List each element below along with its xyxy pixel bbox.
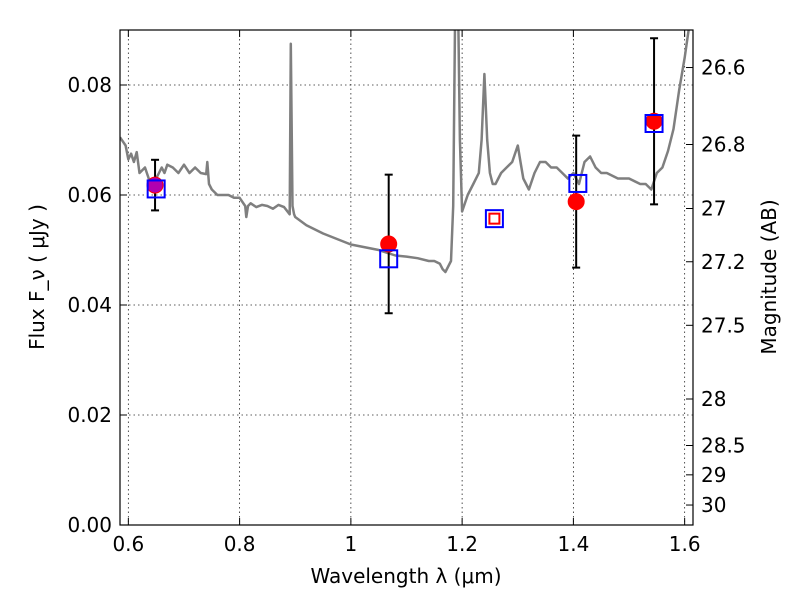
data-point-square (568, 173, 588, 193)
right-tick-label: 27.5 (701, 313, 746, 337)
data-point-circle (567, 193, 585, 211)
y-tick-label: 0.04 (67, 293, 112, 317)
right-tick-label: 26.6 (701, 56, 746, 80)
data-point-circle (380, 235, 398, 253)
x-tick-label: 1 (345, 532, 358, 556)
y-tick-label: 0.00 (67, 513, 112, 537)
data-point-square (484, 209, 504, 229)
right-tick-label: 28 (701, 387, 726, 411)
spectrum-layer (120, 30, 690, 274)
x-axis-title: Wavelength λ (μm) (310, 564, 501, 588)
x-tick-label: 1.4 (557, 532, 589, 556)
data-point-square (379, 249, 399, 269)
data-point-square (146, 179, 166, 199)
y-axis-right-title: Magnitude (AB) (757, 199, 781, 354)
x-tick-label: 1.2 (446, 532, 478, 556)
right-tick-label: 27 (701, 197, 726, 221)
right-tick-label: 27.2 (701, 250, 746, 274)
data-point-small-square (488, 212, 501, 225)
spectrum-line (120, 30, 690, 274)
x-tick-label: 1.6 (669, 532, 701, 556)
y-tick-label: 0.02 (67, 403, 112, 427)
x-tick-label: 0.6 (112, 532, 144, 556)
y-tick-label: 0.08 (67, 73, 112, 97)
axis-ticks: 0.6 0.8 1 1.2 1.4 1.6 0.00 0.02 0.04 0.06 0.08 26.6… (67, 30, 746, 556)
plot-frame (119, 29, 694, 526)
data-points-layer (146, 37, 664, 315)
right-tick-label: 28.5 (701, 434, 746, 458)
x-tick-label: 0.8 (224, 532, 256, 556)
grid-lines (120, 30, 693, 525)
data-point-square (644, 114, 664, 133)
y-axis-title: Flux F_ν ( μJy ) (25, 204, 49, 350)
y-tick-label: 0.06 (67, 183, 112, 207)
right-tick-label: 30 (701, 493, 726, 517)
right-tick-label: 26.8 (701, 132, 746, 156)
right-tick-label: 29 (701, 463, 726, 487)
